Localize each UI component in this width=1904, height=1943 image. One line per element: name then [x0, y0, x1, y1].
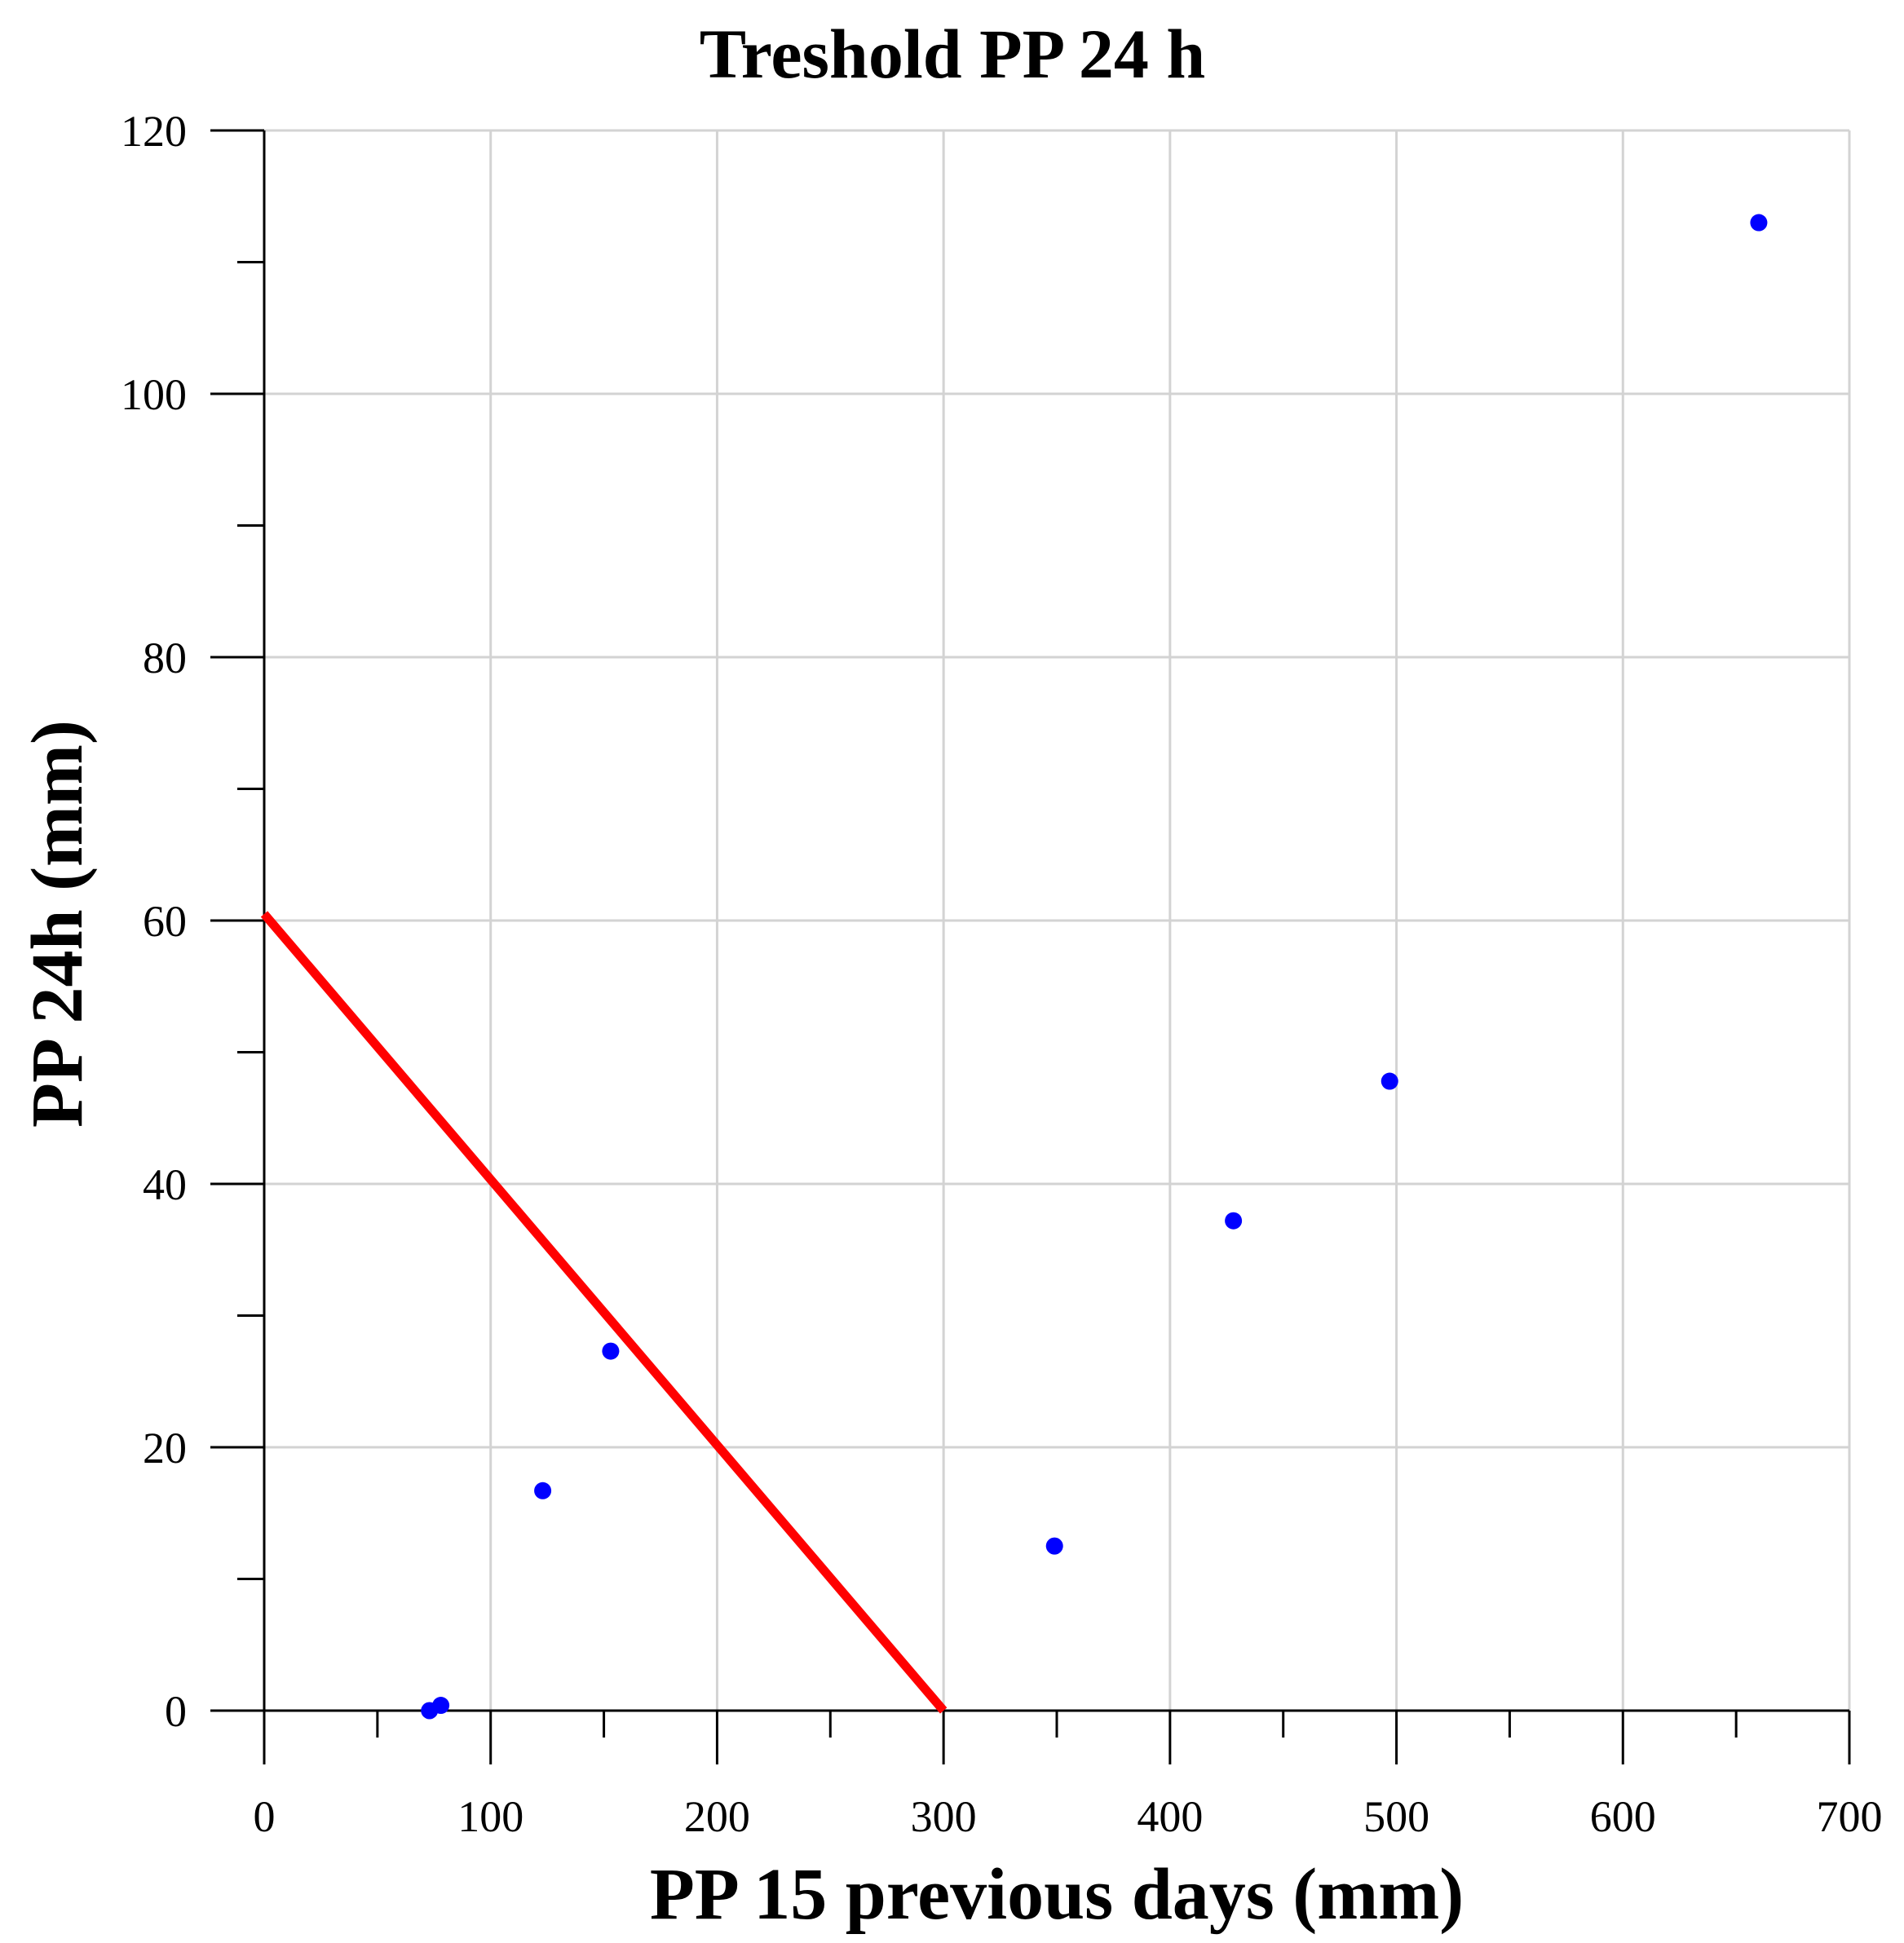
- chart-title: Treshold PP 24 h: [700, 15, 1205, 93]
- x-tick-label: 600: [1590, 1792, 1656, 1841]
- data-point: [534, 1482, 552, 1499]
- y-tick-label: 20: [143, 1424, 187, 1473]
- labels: Treshold PP 24 h PP 15 previous days (mm…: [17, 15, 1464, 1935]
- x-tick-label: 500: [1363, 1792, 1429, 1841]
- axes: 0 20 40 60 80 100 120 0 100 200 300 400 500 600 700: [121, 107, 1883, 1841]
- x-tick-label: 300: [911, 1792, 977, 1841]
- data-point: [602, 1342, 620, 1360]
- y-tick-label: 40: [143, 1160, 187, 1209]
- x-axis-label: PP 15 previous days (mm): [650, 1854, 1464, 1935]
- y-tick-label: 0: [165, 1687, 187, 1736]
- y-tick-label: 80: [143, 634, 187, 682]
- x-tick-label: 100: [457, 1792, 523, 1841]
- x-tick-label: 400: [1137, 1792, 1203, 1841]
- data-point: [1045, 1537, 1063, 1555]
- grid: [264, 129, 1851, 1711]
- data-point: [432, 1697, 450, 1715]
- y-tick-label: 120: [121, 107, 187, 156]
- x-tick-label: 700: [1817, 1792, 1883, 1841]
- y-axis-label: PP 24h (mm): [17, 720, 98, 1128]
- threshold-line: [260, 911, 948, 1714]
- y-tick-label: 60: [143, 897, 187, 946]
- x-tick-label: 0: [254, 1792, 276, 1841]
- data-point: [1225, 1212, 1243, 1230]
- x-tick-label: 200: [684, 1792, 750, 1841]
- data-point: [1381, 1072, 1398, 1090]
- series: [260, 214, 1768, 1720]
- y-tick-label: 100: [121, 370, 187, 419]
- data-point: [1750, 214, 1768, 232]
